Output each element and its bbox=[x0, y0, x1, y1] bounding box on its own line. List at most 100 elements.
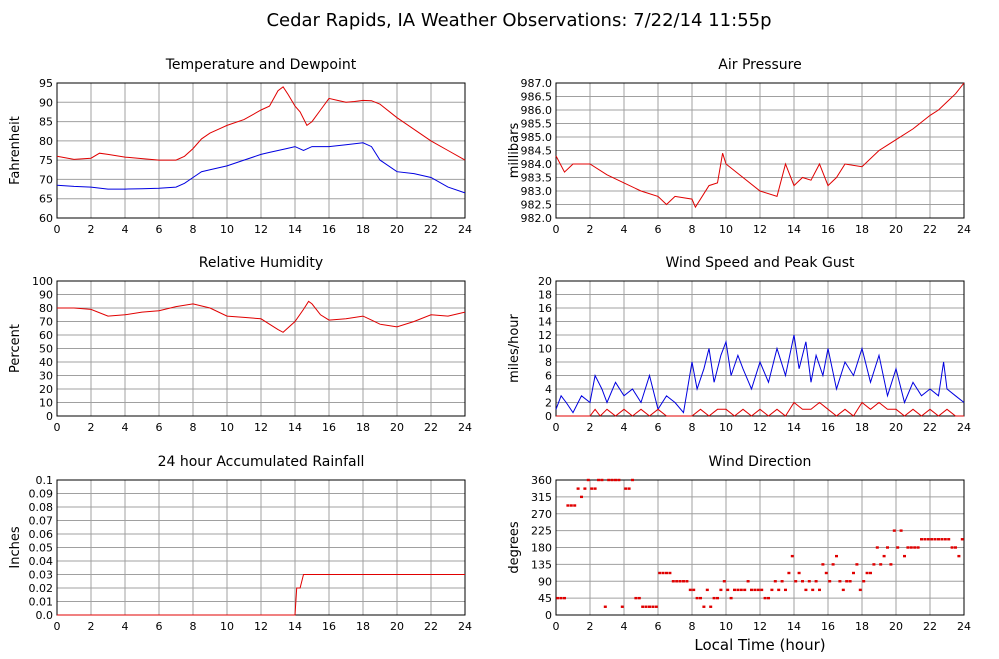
x-tick-label: 4 bbox=[122, 620, 129, 633]
data-point bbox=[641, 605, 645, 608]
data-point bbox=[722, 580, 726, 583]
data-point bbox=[780, 580, 784, 583]
data-point bbox=[586, 478, 590, 482]
data-point bbox=[821, 563, 825, 566]
page-title: Cedar Rapids, IA Weather Observations: 7… bbox=[266, 10, 771, 31]
x-tick-label: 6 bbox=[156, 620, 163, 633]
x-tick-label: 22 bbox=[923, 620, 937, 633]
x-tick-label: 14 bbox=[787, 223, 801, 236]
x-axis-label: Local Time (hour) bbox=[694, 636, 825, 654]
data-point bbox=[777, 588, 781, 592]
data-point bbox=[651, 605, 655, 608]
data-point bbox=[835, 554, 838, 558]
x-tick-label: 14 bbox=[787, 421, 801, 434]
x-tick-label: 18 bbox=[356, 421, 370, 434]
y-tick-label: 10 bbox=[39, 397, 53, 410]
y-tick-label: 90 bbox=[538, 575, 552, 588]
chart-panel-5: 0 2 4 6 8 10 12 14 16 18 20 22 240.00.010.020.030.04… bbox=[8, 454, 472, 633]
x-tick-label: 2 bbox=[88, 620, 95, 633]
data-point bbox=[848, 580, 852, 583]
x-tick-label: 10 bbox=[719, 223, 733, 236]
y-tick-label: 0.05 bbox=[29, 542, 54, 555]
data-point bbox=[658, 571, 662, 575]
data-point bbox=[644, 605, 648, 608]
data-point bbox=[593, 487, 597, 490]
x-tick-label: 12 bbox=[254, 620, 268, 633]
x-tick-label: 20 bbox=[390, 620, 404, 633]
data-point bbox=[590, 487, 594, 490]
chart-panel-3: 0 2 4 6 8 10 12 14 16 18 20 22 240102030405060708090… bbox=[8, 255, 472, 434]
data-point bbox=[804, 588, 808, 592]
data-point bbox=[688, 588, 692, 592]
x-tick-label: 12 bbox=[753, 620, 767, 633]
y-tick-label: 0.02 bbox=[29, 582, 54, 595]
x-tick-label: 8 bbox=[190, 620, 197, 633]
data-point bbox=[896, 546, 900, 549]
data-point bbox=[930, 538, 934, 541]
series-line-1 bbox=[555, 82, 965, 209]
y-tick-label: 225 bbox=[531, 525, 552, 538]
data-point bbox=[950, 546, 954, 549]
y-tick-label: 75 bbox=[39, 154, 53, 167]
data-point bbox=[899, 529, 903, 532]
y-tick-label: 4 bbox=[545, 383, 552, 396]
x-tick-label: 4 bbox=[621, 223, 628, 236]
data-point bbox=[692, 588, 696, 592]
x-tick-label: 8 bbox=[190, 223, 197, 236]
data-point bbox=[733, 588, 736, 592]
x-tick-label: 6 bbox=[156, 421, 163, 434]
plot-frame bbox=[555, 280, 965, 417]
data-point bbox=[753, 588, 757, 592]
chart-title: Air Pressure bbox=[718, 57, 801, 73]
y-tick-label: 986.0 bbox=[521, 104, 553, 117]
data-point bbox=[892, 529, 896, 532]
x-tick-label: 0 bbox=[54, 223, 61, 236]
data-point bbox=[675, 580, 679, 583]
data-point bbox=[811, 588, 815, 592]
x-tick-label: 10 bbox=[719, 421, 733, 434]
data-point bbox=[879, 563, 883, 566]
y-tick-label: 85 bbox=[39, 116, 53, 129]
series-line-1 bbox=[56, 86, 466, 161]
data-point bbox=[603, 605, 607, 608]
y-tick-label: 0.1 bbox=[36, 474, 54, 487]
y-tick-label: 40 bbox=[39, 356, 53, 369]
data-point bbox=[654, 605, 658, 608]
x-tick-label: 16 bbox=[322, 620, 336, 633]
data-point bbox=[903, 554, 906, 558]
data-point bbox=[818, 588, 821, 592]
x-tick-label: 16 bbox=[322, 223, 336, 236]
data-point bbox=[852, 571, 855, 575]
data-point bbox=[960, 538, 964, 541]
data-point bbox=[661, 571, 665, 575]
x-tick-label: 8 bbox=[689, 620, 696, 633]
x-tick-label: 16 bbox=[821, 620, 835, 633]
data-point bbox=[668, 571, 672, 575]
series-line-2 bbox=[56, 142, 466, 194]
y-tick-label: 0 bbox=[545, 609, 552, 622]
x-tick-label: 22 bbox=[424, 421, 438, 434]
data-point bbox=[566, 504, 570, 507]
y-tick-label: 984.5 bbox=[521, 145, 553, 158]
x-tick-label: 16 bbox=[821, 421, 835, 434]
data-point bbox=[716, 596, 719, 600]
data-point bbox=[862, 580, 866, 583]
x-tick-label: 12 bbox=[753, 421, 767, 434]
y-tick-label: 985.0 bbox=[521, 131, 553, 144]
data-point bbox=[831, 563, 835, 566]
x-tick-label: 20 bbox=[889, 421, 903, 434]
data-point bbox=[926, 538, 930, 541]
data-point bbox=[767, 596, 770, 600]
y-tick-label: 983.0 bbox=[521, 185, 553, 198]
x-tick-label: 10 bbox=[220, 620, 234, 633]
data-point bbox=[709, 605, 713, 608]
data-point bbox=[699, 596, 702, 600]
x-tick-label: 18 bbox=[356, 223, 370, 236]
x-tick-label: 8 bbox=[190, 421, 197, 434]
y-tick-label: 983.5 bbox=[521, 172, 553, 185]
y-tick-label: 70 bbox=[39, 316, 53, 329]
y-tick-label: 70 bbox=[39, 173, 53, 186]
x-tick-label: 10 bbox=[220, 223, 234, 236]
y-tick-label: 0.03 bbox=[29, 569, 54, 582]
